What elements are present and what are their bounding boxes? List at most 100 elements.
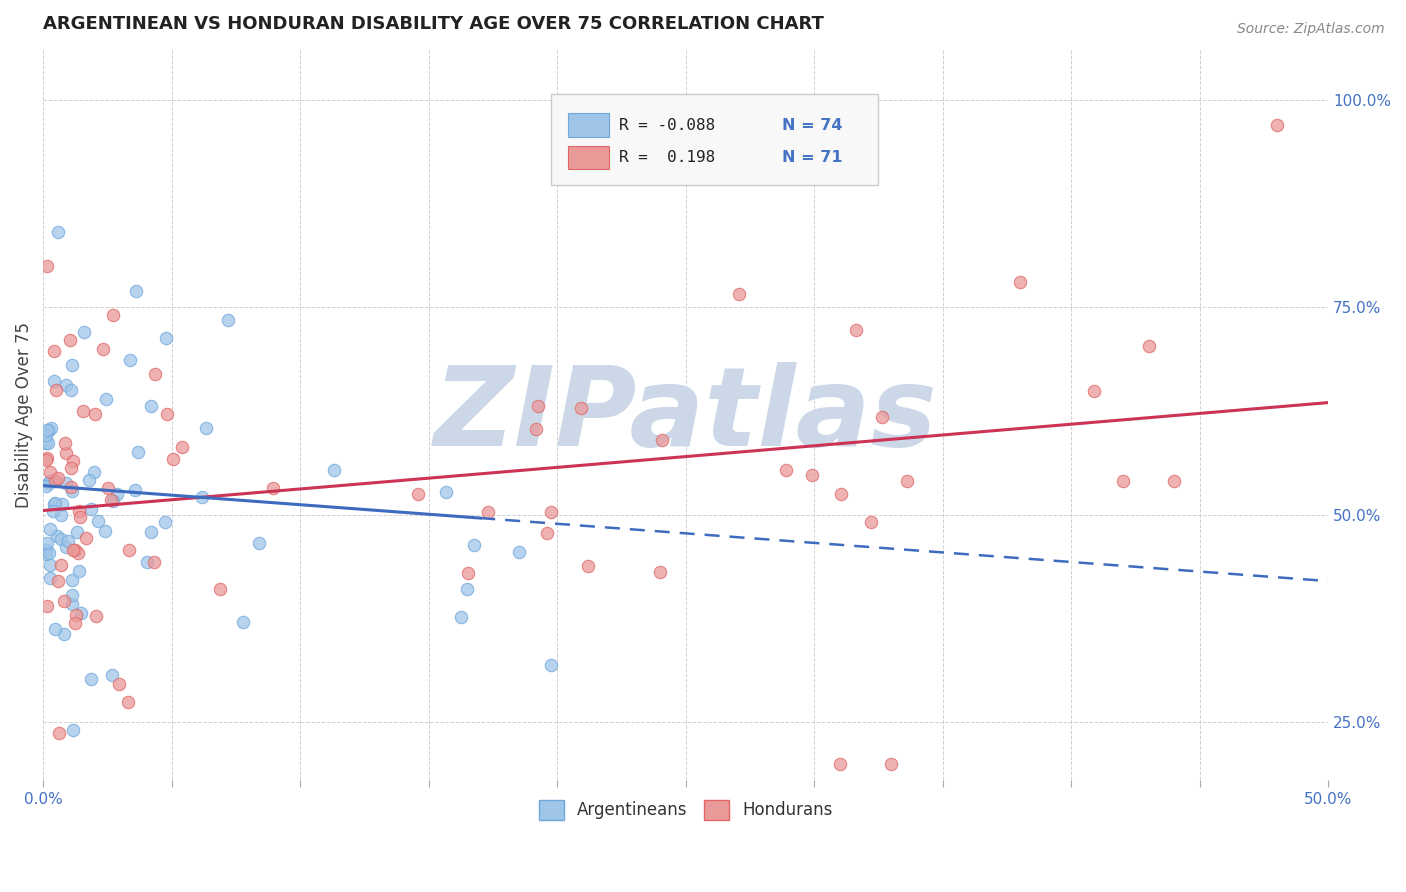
Point (65, 543, 87, 558)
Point (63, 616, 86, 631)
Point (37, 435, 59, 450)
Point (44, 496, 66, 510)
Point (60, 588, 83, 602)
Point (60, 573, 83, 587)
Point (540, 657, 562, 672)
Point (845, 323, 868, 337)
Point (66, 525, 89, 540)
Legend: Argentineans, Hondurans: Argentineans, Hondurans (531, 793, 839, 827)
Text: N = 74: N = 74 (782, 118, 842, 133)
Text: ZIPatlas: ZIPatlas (434, 361, 938, 468)
Point (70, 606, 93, 620)
Point (91, 342, 114, 356)
Text: N = 71: N = 71 (782, 150, 842, 165)
Point (55, 475, 77, 490)
Point (42, 497, 65, 511)
Point (162, 452, 184, 467)
Point (323, 463, 346, 477)
Point (60, 358, 83, 372)
Point (650, 565, 672, 579)
Point (38, 423, 60, 437)
Point (1163, 475, 1185, 489)
Point (46, 226, 69, 240)
Point (55, 445, 77, 459)
Point (41, 504, 63, 518)
Point (38, 558, 60, 572)
Point (1008, 275, 1031, 289)
Point (44, 473, 66, 487)
Text: ARGENTINEAN VS HONDURAN DISABILITY AGE OVER 75 CORRELATION CHART: ARGENTINEAN VS HONDURAN DISABILITY AGE O… (44, 15, 824, 33)
Point (775, 463, 797, 477)
Point (35, 259, 58, 273)
Point (35, 479, 58, 493)
Point (42, 343, 65, 358)
Point (55, 377, 77, 392)
Point (69, 510, 91, 524)
Point (59, 461, 82, 475)
Point (35, 423, 58, 437)
Point (450, 610, 472, 624)
Text: R =  0.198: R = 0.198 (619, 150, 716, 165)
Point (107, 487, 129, 501)
Text: R = -0.088: R = -0.088 (619, 118, 716, 133)
Point (83, 407, 105, 421)
Point (75, 531, 97, 545)
Point (124, 483, 146, 497)
Point (103, 309, 125, 323)
Point (35, 599, 58, 614)
Point (53, 593, 76, 607)
Point (830, 487, 852, 501)
Point (101, 668, 124, 682)
Point (42, 375, 65, 389)
Point (35, 451, 58, 466)
Point (136, 555, 159, 569)
Point (46, 574, 69, 588)
Point (80, 502, 103, 516)
FancyBboxPatch shape (551, 94, 879, 185)
Point (44, 384, 66, 398)
Point (156, 407, 179, 421)
FancyBboxPatch shape (568, 145, 609, 169)
Point (536, 525, 558, 540)
Point (262, 481, 284, 495)
FancyBboxPatch shape (568, 113, 609, 136)
Point (247, 535, 270, 549)
Point (143, 556, 166, 570)
Point (118, 353, 141, 368)
Point (880, 756, 903, 771)
Point (139, 524, 162, 539)
Point (83, 465, 105, 479)
Point (72, 404, 94, 418)
Point (80, 672, 103, 686)
Point (896, 474, 918, 488)
Y-axis label: Disability Age Over 75: Disability Age Over 75 (15, 322, 32, 508)
Point (217, 312, 239, 326)
Point (408, 487, 430, 501)
Point (463, 538, 485, 552)
Point (49, 558, 72, 572)
Point (1111, 475, 1133, 489)
Point (48, 726, 70, 740)
Point (53, 626, 76, 640)
Point (62, 454, 84, 468)
Point (118, 543, 141, 558)
Text: Source: ZipAtlas.com: Source: ZipAtlas.com (1237, 22, 1385, 37)
Point (456, 582, 478, 596)
Point (79, 474, 101, 488)
Point (35, 427, 58, 442)
Point (527, 399, 550, 413)
Point (38, 546, 60, 560)
Point (97, 481, 120, 495)
Point (38, 474, 60, 488)
Point (101, 494, 124, 508)
Point (153, 515, 176, 529)
Point (60, 484, 83, 499)
Point (208, 582, 231, 597)
Point (651, 434, 673, 448)
Point (477, 505, 499, 519)
Point (84, 608, 107, 623)
Point (172, 440, 194, 454)
Point (232, 615, 254, 630)
Point (38, 571, 60, 585)
Point (39, 421, 62, 435)
